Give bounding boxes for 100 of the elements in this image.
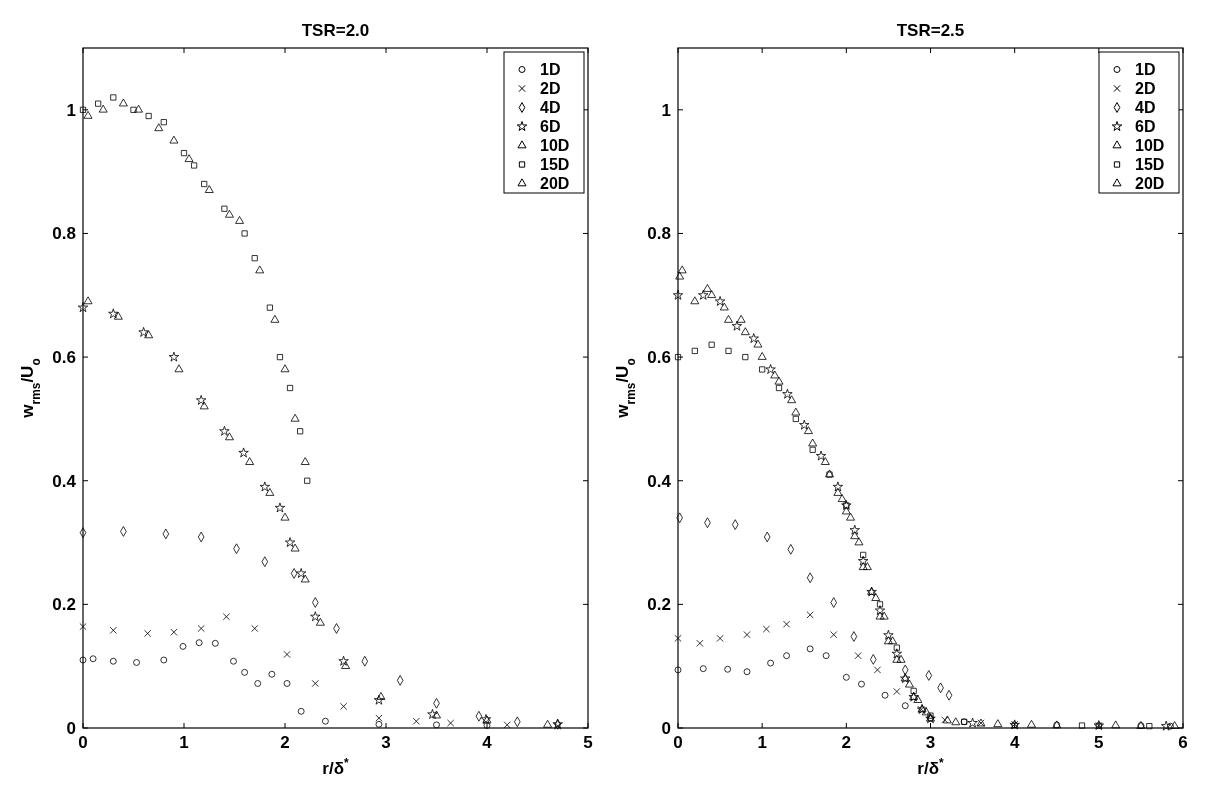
point (108, 308, 119, 319)
point (211, 639, 219, 647)
point (315, 617, 325, 626)
legend-label: 10D (1135, 137, 1165, 155)
y-tick-label: 0.2 (647, 595, 671, 615)
x-tick-label: 6 (1178, 733, 1188, 752)
point (860, 551, 867, 558)
legend-label: 4D (540, 99, 561, 117)
point (910, 687, 917, 694)
point (235, 216, 244, 224)
point (376, 692, 386, 700)
point (241, 230, 248, 237)
point (196, 394, 207, 405)
point (179, 643, 187, 650)
point (300, 457, 310, 465)
y-tick-label: 0 (661, 718, 671, 738)
point (691, 347, 698, 354)
point (340, 702, 348, 710)
chart-title: TSR=2.0 (301, 21, 370, 40)
y-tick-label: 0 (66, 718, 76, 738)
legend-label: 20D (1135, 175, 1165, 193)
legend-label: 4D (1135, 99, 1156, 117)
point (724, 314, 733, 323)
point (251, 255, 258, 262)
point (791, 407, 801, 416)
point (259, 481, 270, 492)
point (483, 722, 491, 729)
point (941, 716, 949, 724)
point (677, 265, 687, 274)
point (1078, 722, 1086, 729)
point (993, 719, 1003, 728)
point (774, 376, 784, 385)
point (222, 613, 230, 621)
point (672, 289, 684, 300)
point (858, 555, 869, 566)
point (1146, 723, 1153, 730)
point (884, 636, 893, 645)
point (830, 631, 838, 639)
point (833, 488, 843, 496)
point (290, 568, 298, 579)
point (674, 666, 682, 674)
point (284, 537, 296, 547)
point (160, 656, 168, 664)
point (290, 543, 300, 552)
point (154, 123, 164, 132)
point (77, 302, 89, 313)
point (219, 425, 230, 436)
point (696, 639, 704, 647)
point (804, 426, 813, 434)
point (113, 311, 123, 320)
point (270, 314, 280, 323)
point (873, 666, 882, 674)
point (195, 639, 203, 647)
point (806, 611, 814, 619)
point (310, 611, 321, 622)
point (783, 652, 790, 660)
point (169, 135, 179, 144)
point (83, 296, 93, 305)
point (927, 712, 934, 719)
point (145, 112, 152, 120)
point (1161, 720, 1172, 731)
point (265, 488, 275, 496)
y-tick-label: 0.6 (52, 348, 76, 368)
point (896, 654, 906, 663)
x-tick-label: 1 (179, 733, 189, 752)
legend-label: 6D (540, 118, 561, 136)
point (725, 347, 732, 354)
point (921, 707, 931, 716)
point (875, 611, 885, 620)
point (290, 413, 300, 422)
point (674, 354, 682, 361)
point (412, 717, 420, 725)
point (373, 694, 385, 705)
point (180, 150, 188, 157)
point (221, 205, 228, 212)
point (757, 352, 767, 360)
legend-label: 1D (1135, 61, 1156, 79)
point (883, 629, 894, 640)
point (1111, 720, 1121, 729)
x-axis-title: r/δ$^{*}$ (917, 756, 945, 778)
point (174, 364, 184, 373)
point (967, 717, 978, 728)
point (743, 668, 751, 676)
point (251, 624, 259, 633)
legend-label: 15D (540, 156, 570, 174)
point (268, 670, 276, 678)
point (280, 364, 290, 373)
point (815, 450, 827, 461)
point (238, 447, 249, 458)
legend-label: 15D (1135, 156, 1165, 174)
point (675, 271, 685, 280)
point (951, 717, 961, 726)
point (888, 636, 898, 645)
point (699, 665, 707, 673)
point (184, 154, 194, 162)
point (280, 512, 290, 521)
legend-label: 20D (540, 175, 570, 193)
point (876, 601, 884, 608)
point (230, 657, 237, 665)
point (300, 574, 310, 583)
